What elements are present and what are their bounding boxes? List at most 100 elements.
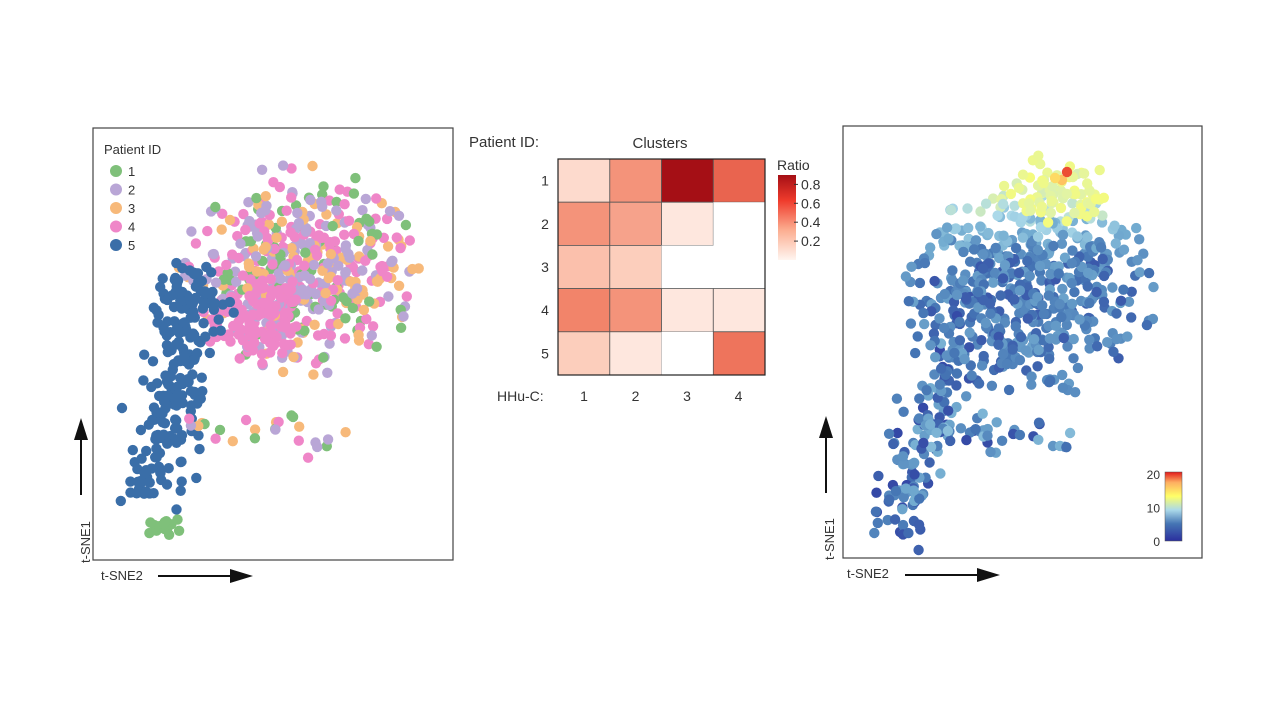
left-point-patient-5: [185, 386, 197, 397]
left-point-patient-5: [209, 298, 221, 309]
right-point: [935, 363, 947, 374]
left-point-patient-4: [301, 315, 312, 327]
ratio-tick-label: 0.8: [801, 176, 821, 192]
right-point: [1013, 267, 1025, 279]
right-point: [1044, 333, 1056, 344]
left-point-patient-5: [161, 376, 173, 387]
left-point-patient-2: [293, 217, 305, 229]
right-point: [1010, 242, 1022, 254]
right-point: [898, 406, 909, 417]
right-point: [1111, 333, 1122, 345]
left-point-patient-4: [233, 252, 244, 264]
left-point-patient-5: [157, 273, 168, 284]
right-point: [912, 331, 923, 342]
right-plot-frame: [842, 125, 1203, 559]
left-point-patient-3: [294, 421, 305, 432]
right-point: [1132, 255, 1143, 266]
left-point-patient-5: [163, 463, 174, 474]
right-point: [1037, 300, 1048, 311]
right-point: [1148, 281, 1159, 293]
left-point-patient-5: [171, 504, 182, 515]
left-point-patient-3: [277, 366, 289, 378]
left-point-patient-5: [129, 457, 140, 468]
left-point-patient-5: [197, 386, 208, 397]
right-point: [978, 350, 989, 362]
left-point-patient-4: [287, 276, 298, 287]
heatmap-cell-r3-c1: [557, 244, 611, 289]
right-x-axis-arrow: [905, 568, 1000, 582]
left-point-patient-5: [197, 303, 209, 314]
right-point: [1032, 231, 1044, 242]
left-point-patient-2: [312, 441, 323, 453]
left-scatter-points: [115, 160, 424, 540]
right-point: [900, 483, 912, 494]
right-point: [964, 256, 976, 267]
right-point: [1045, 207, 1057, 218]
left-point-patient-5: [204, 347, 215, 359]
right-point: [1134, 234, 1145, 245]
heatmap-cell-r2-c4: [713, 202, 766, 246]
left-point-patient-5: [171, 278, 183, 289]
right-scatter-points: [869, 150, 1159, 556]
heatmap-cells: [557, 158, 766, 376]
left-point-patient-4: [332, 308, 343, 319]
right-point: [977, 263, 989, 274]
right-point: [1017, 169, 1029, 180]
left-point-patient-1: [327, 220, 338, 232]
right-point: [1107, 282, 1118, 293]
left-point-patient-3: [309, 319, 320, 330]
right-point: [1070, 189, 1081, 200]
right-point: [935, 468, 946, 479]
left-point-patient-2: [340, 266, 351, 278]
right-point: [910, 347, 921, 359]
left-point-patient-4: [288, 296, 299, 307]
left-point-patient-4: [361, 313, 372, 325]
right-y-axis-arrow: [819, 416, 833, 493]
left-point-patient-2: [243, 197, 254, 208]
right-point: [975, 206, 986, 217]
left-point-patient-1: [367, 249, 378, 260]
right-point: [898, 458, 909, 470]
right-point: [930, 352, 941, 363]
left-point-patient-2: [256, 164, 268, 175]
left-point-patient-3: [224, 214, 236, 226]
legend-marker-patient-5: [110, 239, 122, 251]
left-point-patient-3: [249, 424, 261, 435]
left-point-patient-5: [179, 350, 190, 362]
right-point: [1123, 296, 1135, 307]
left-point-patient-1: [318, 181, 329, 192]
right-point: [976, 360, 988, 371]
left-point-patient-5: [125, 487, 136, 498]
left-point-patient-2: [360, 193, 371, 205]
left-point-patient-4: [286, 192, 297, 203]
right-point: [1126, 312, 1137, 323]
right-point: [1061, 442, 1072, 453]
left-point-patient-2: [304, 273, 316, 285]
right-point: [900, 271, 912, 282]
right-point: [1033, 344, 1044, 356]
right-point: [1057, 283, 1068, 295]
right-point: [913, 544, 924, 556]
right-point: [951, 289, 963, 301]
left-point-patient-4: [245, 325, 256, 337]
right-point: [1020, 345, 1031, 356]
left-point-patient-2: [344, 252, 355, 263]
right-point: [994, 252, 1005, 264]
right-point: [872, 517, 883, 529]
right-point: [924, 457, 935, 468]
heatmap-cell-r4-c2: [609, 288, 662, 333]
right-point: [982, 430, 993, 441]
left-point-patient-3: [308, 369, 319, 380]
left-point-patient-5: [127, 444, 138, 456]
right-point: [939, 288, 950, 300]
right-point: [1007, 344, 1018, 355]
left-point-patient-4: [237, 270, 249, 281]
right-point: [1068, 353, 1079, 364]
left-point-patient-5: [135, 424, 147, 436]
left-point-patient-2: [300, 226, 312, 237]
right-point: [976, 335, 987, 346]
right-point: [1084, 334, 1095, 345]
left-point-patient-4: [267, 259, 278, 270]
right-point: [968, 244, 980, 255]
left-point-patient-5: [187, 369, 198, 380]
